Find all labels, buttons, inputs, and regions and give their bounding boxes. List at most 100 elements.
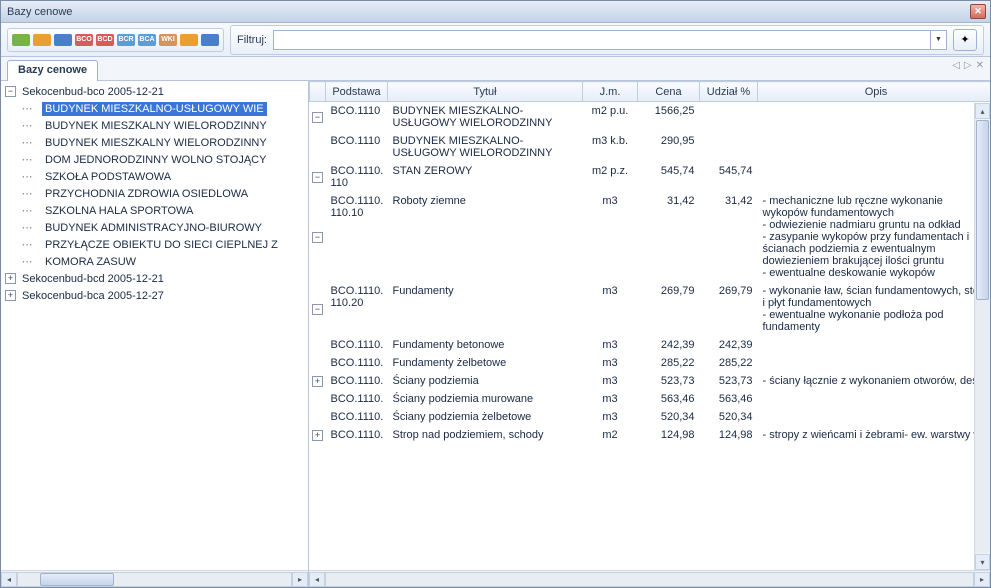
tree-scroll[interactable]: −Sekocenbud-bco 2005-12-21⋯BUDYNEK MIESZ… xyxy=(1,81,308,570)
filter-dropdown-icon[interactable]: ▼ xyxy=(930,31,946,49)
table-row[interactable]: +BCO.1110.Strop nad podziemiem, schodym2… xyxy=(310,426,991,444)
cell-pod: BCO.1110 xyxy=(326,132,388,162)
table-row[interactable]: BCO.1110.Ściany podziemia żelbetowem3520… xyxy=(310,408,991,426)
cell-jm: m3 xyxy=(583,408,638,426)
tree-node[interactable]: −Sekocenbud-bco 2005-12-21 xyxy=(3,83,308,100)
toolbar-icon[interactable]: BCA xyxy=(138,31,156,49)
tree-label[interactable]: DOM JEDNORODZINNY WOLNO STOJĄCY xyxy=(42,153,269,167)
cell-tyt: STAN ZEROWY xyxy=(388,162,583,192)
col-udzial[interactable]: Udział % xyxy=(700,82,758,102)
tree-node[interactable]: ⋯KOMORA ZASUW xyxy=(21,253,308,270)
filter-apply-button[interactable]: ✦ xyxy=(953,29,977,51)
tree-node[interactable]: ⋯SZKOŁA PODSTAWOWA xyxy=(21,168,308,185)
col-jm[interactable]: J.m. xyxy=(583,82,638,102)
table-row[interactable]: BCO.1110.Fundamenty żelbetowem3285,22285… xyxy=(310,354,991,372)
tree-label[interactable]: Sekocenbud-bca 2005-12-27 xyxy=(19,289,167,303)
tree-node[interactable]: ⋯BUDYNEK MIESZKALNY WIELORODZINNY xyxy=(21,117,308,134)
scroll-thumb[interactable] xyxy=(976,120,989,300)
toolbar-icon[interactable] xyxy=(54,31,72,49)
tree-node[interactable]: ⋯SZKOLNA HALA SPORTOWA xyxy=(21,202,308,219)
scroll-right-icon[interactable]: ▸ xyxy=(974,572,990,587)
toolbar-icon[interactable]: BCO xyxy=(75,31,93,49)
scroll-up-icon[interactable]: ▴ xyxy=(975,103,990,119)
tree-label[interactable]: BUDYNEK ADMINISTRACYJNO-BIUROWY xyxy=(42,221,265,235)
toolbar-icon[interactable] xyxy=(33,31,51,49)
tree-node[interactable]: +Sekocenbud-bcd 2005-12-21 xyxy=(3,270,308,287)
tree-leaf-icon: ⋯ xyxy=(21,221,32,234)
toolbar-icon[interactable] xyxy=(201,31,219,49)
col-podstawa[interactable]: Podstawa xyxy=(326,82,388,102)
cell-opis: - stropy z wieńcami i żebrami- ew. warst… xyxy=(758,426,991,444)
tree-label[interactable]: Sekocenbud-bco 2005-12-21 xyxy=(19,85,167,99)
scroll-track[interactable] xyxy=(17,572,292,587)
tab-next-icon[interactable]: ▷ xyxy=(964,60,972,71)
scroll-down-icon[interactable]: ▾ xyxy=(975,554,990,570)
tree-label[interactable]: Sekocenbud-bcd 2005-12-21 xyxy=(19,272,167,286)
collapse-icon[interactable]: − xyxy=(312,172,323,183)
table-row[interactable]: BCO.1110.Ściany podziemia murowanem3563,… xyxy=(310,390,991,408)
tree-label[interactable]: KOMORA ZASUW xyxy=(42,255,139,269)
tree-label[interactable]: BUDYNEK MIESZKALNY WIELORODZINNY xyxy=(42,119,270,133)
cell-tyt: BUDYNEK MIESZKALNO-USŁUGOWY WIELORODZINN… xyxy=(388,132,583,162)
table-row[interactable]: −BCO.1110BUDYNEK MIESZKALNO-USŁUGOWY WIE… xyxy=(310,102,991,133)
scroll-thumb[interactable] xyxy=(40,573,114,586)
tree-label[interactable]: PRZYCHODNIA ZDROWIA OSIEDLOWA xyxy=(42,187,251,201)
scroll-track[interactable] xyxy=(325,572,974,587)
grid-h-scrollbar[interactable]: ◂ ▸ xyxy=(309,570,990,587)
tree-label[interactable]: SZKOLNA HALA SPORTOWA xyxy=(42,204,196,218)
tree-label[interactable]: BUDYNEK MIESZKALNO-USŁUGOWY WIE xyxy=(42,102,267,116)
collapse-icon[interactable]: − xyxy=(5,86,16,97)
expand-icon[interactable]: + xyxy=(312,376,323,387)
toolbar-icon[interactable] xyxy=(180,31,198,49)
toolbar-icon[interactable]: WKI xyxy=(159,31,177,49)
table-row[interactable]: +BCO.1110.Ściany podziemiam3523,73523,73… xyxy=(310,372,991,390)
expand-icon[interactable]: + xyxy=(312,430,323,441)
toolbar-icon[interactable]: BCD xyxy=(96,31,114,49)
cell-jm: m3 xyxy=(583,282,638,336)
scroll-left-icon[interactable]: ◂ xyxy=(1,572,17,587)
table-row[interactable]: BCO.1110BUDYNEK MIESZKALNO-USŁUGOWY WIEL… xyxy=(310,132,991,162)
tree-node[interactable]: +Sekocenbud-bca 2005-12-27 xyxy=(3,287,308,304)
table-row[interactable]: BCO.1110.Fundamenty betonowem3242,39242,… xyxy=(310,336,991,354)
cell-pod: BCO.1110. xyxy=(326,336,388,354)
filter-input[interactable]: ▼ xyxy=(273,30,947,50)
table-row[interactable]: −BCO.1110. 110.10Roboty ziemnem331,4231,… xyxy=(310,192,991,282)
col-opis[interactable]: Opis xyxy=(758,82,991,102)
cell-pod: BCO.1110. 110 xyxy=(326,162,388,192)
tree-node[interactable]: ⋯BUDYNEK MIESZKALNO-USŁUGOWY WIE xyxy=(21,100,308,117)
tree-label[interactable]: SZKOŁA PODSTAWOWA xyxy=(42,170,174,184)
tab-close-icon[interactable]: ✕ xyxy=(976,60,984,71)
collapse-icon[interactable]: − xyxy=(312,112,323,123)
tree-node[interactable]: ⋯PRZYŁĄCZE OBIEKTU DO SIECI CIEPLNEJ Z xyxy=(21,236,308,253)
tab-prev-icon[interactable]: ◁ xyxy=(952,60,960,71)
tree-label[interactable]: PRZYŁĄCZE OBIEKTU DO SIECI CIEPLNEJ Z xyxy=(42,238,281,252)
expand-icon[interactable]: + xyxy=(5,290,16,301)
scroll-track[interactable] xyxy=(975,120,990,553)
tree-node[interactable]: ⋯BUDYNEK MIESZKALNY WIELORODZINNY xyxy=(21,134,308,151)
col-tytul[interactable]: Tytuł xyxy=(388,82,583,102)
tree-h-scrollbar[interactable]: ◂ ▸ xyxy=(1,570,308,587)
tree-label[interactable]: BUDYNEK MIESZKALNY WIELORODZINNY xyxy=(42,136,270,150)
tree-node[interactable]: ⋯DOM JEDNORODZINNY WOLNO STOJĄCY xyxy=(21,151,308,168)
toolbar-icon[interactable] xyxy=(12,31,30,49)
tab-bazy-cenowe[interactable]: Bazy cenowe xyxy=(7,60,98,81)
tree-node[interactable]: ⋯PRZYCHODNIA ZDROWIA OSIEDLOWA xyxy=(21,185,308,202)
tree-pane: −Sekocenbud-bco 2005-12-21⋯BUDYNEK MIESZ… xyxy=(1,81,309,587)
cell-udz xyxy=(700,102,758,133)
toolbar-icon[interactable]: BCR xyxy=(117,31,135,49)
filter-label: Filtruj: xyxy=(237,34,267,46)
scroll-left-icon[interactable]: ◂ xyxy=(309,572,325,587)
table-row[interactable]: −BCO.1110. 110STAN ZEROWYm2 p.z.545,7454… xyxy=(310,162,991,192)
grid-v-scrollbar[interactable]: ▴ ▾ xyxy=(974,103,990,570)
col-expand[interactable] xyxy=(310,82,326,102)
collapse-icon[interactable]: − xyxy=(312,304,323,315)
tree-node[interactable]: ⋯ BUDYNEK ADMINISTRACYJNO-BIUROWY xyxy=(21,219,308,236)
close-button[interactable]: ✕ xyxy=(970,4,986,19)
cell-opis xyxy=(758,162,991,192)
cell-opis: - wykonanie ław, ścian fundamentowych, s… xyxy=(758,282,991,336)
collapse-icon[interactable]: − xyxy=(312,232,323,243)
expand-icon[interactable]: + xyxy=(5,273,16,284)
scroll-right-icon[interactable]: ▸ xyxy=(292,572,308,587)
table-row[interactable]: −BCO.1110. 110.20Fundamentym3269,79269,7… xyxy=(310,282,991,336)
col-cena[interactable]: Cena xyxy=(638,82,700,102)
